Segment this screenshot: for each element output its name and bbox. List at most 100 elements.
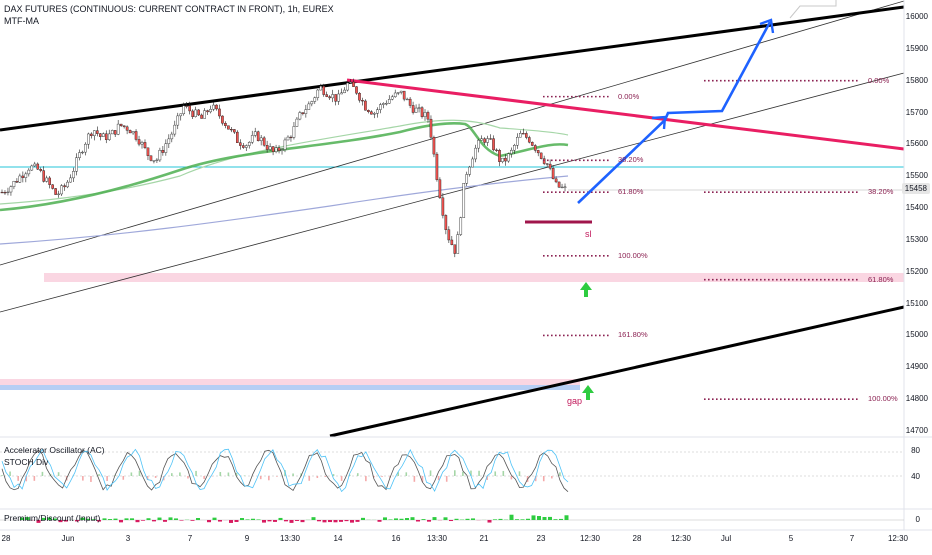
time-tick: 7 [188, 534, 192, 543]
gap-zone-top [0, 379, 580, 385]
candle-body [260, 138, 262, 141]
candle-body [463, 183, 465, 217]
candle-body [546, 164, 548, 165]
candle-body [451, 240, 453, 245]
candle-body [108, 134, 110, 140]
candle-body [212, 105, 214, 109]
candle-body [66, 182, 68, 187]
premium-bar [543, 517, 547, 520]
premium-bar [378, 520, 382, 522]
candle-body [486, 139, 488, 143]
callout-shape [790, 0, 836, 18]
candle-body [403, 91, 405, 99]
premium-bar [119, 520, 123, 522]
candle-body [349, 82, 351, 83]
candle-body [233, 129, 235, 132]
premium-title: Premium/Discount (Input) [4, 513, 100, 523]
green-up-arrow-2 [582, 385, 594, 400]
fib-label: 38.20% [868, 187, 893, 196]
fib-label: 100.00% [868, 394, 898, 403]
candle-body [263, 138, 265, 145]
candle-body [406, 99, 408, 100]
chart-title: DAX FUTURES (CONTINUOUS: CURRENT CONTRAC… [4, 4, 334, 14]
candle-body [203, 111, 205, 119]
candle-body [192, 111, 194, 117]
candle-body [433, 137, 435, 154]
candle-body [93, 131, 95, 136]
ma-lightgreen-line [0, 120, 568, 204]
candle-body [481, 139, 483, 140]
candle-body [138, 139, 140, 144]
candle-body [412, 105, 414, 112]
candle-body [299, 113, 301, 120]
candle-body [266, 145, 268, 149]
premium-bar [334, 520, 338, 522]
price-tick: 15100 [906, 299, 928, 308]
premium-bar [356, 520, 360, 522]
price-tick: 15000 [906, 330, 928, 339]
candle-body [189, 106, 191, 111]
premium-bar [383, 517, 387, 520]
candle-body [561, 187, 563, 188]
premium-bar [229, 520, 233, 523]
candle-body [132, 131, 134, 133]
candle-body [28, 170, 30, 174]
candle-body [99, 134, 101, 137]
candle-body [329, 97, 331, 98]
premium-bar [108, 519, 112, 520]
candle-body [16, 181, 18, 182]
candle-body [400, 91, 402, 92]
candle-body [352, 82, 354, 87]
candle-body [385, 103, 387, 104]
candle-body [254, 132, 256, 136]
candle-body [558, 182, 560, 187]
premium-bar [312, 517, 316, 520]
candle-body [388, 99, 390, 103]
candle-body [105, 134, 107, 140]
premium-bar [114, 519, 118, 520]
last-price-badge: 15458 [902, 183, 930, 194]
candle-body [355, 87, 357, 94]
premium-bar [537, 516, 541, 520]
candle-body [275, 148, 277, 152]
premium-bar [130, 518, 134, 520]
candle-body [427, 112, 429, 119]
premium-bar [510, 515, 514, 520]
premium-bar [565, 515, 569, 520]
candle-body [549, 164, 551, 168]
candle-body [370, 112, 372, 114]
candle-body [290, 137, 292, 138]
candle-body [475, 148, 477, 159]
time-tick: 13:30 [427, 534, 447, 543]
candle-body [251, 135, 253, 142]
candle-body [129, 130, 131, 133]
premium-bar [427, 520, 431, 522]
premium-bar [246, 519, 250, 520]
candle-body [186, 106, 188, 107]
premium-bar [295, 520, 299, 521]
price-tick: 14900 [906, 362, 928, 371]
candle-body [379, 105, 381, 110]
candle-body [78, 153, 80, 158]
premium-bar [455, 519, 459, 520]
candle-body [540, 153, 542, 159]
premium-bar [493, 519, 497, 520]
premium-tick-0: 0 [916, 515, 920, 524]
price-tick: 15500 [906, 171, 928, 180]
premium-bar [213, 518, 217, 520]
price-tick: 15700 [906, 108, 928, 117]
candle-body [343, 90, 345, 93]
candle-body [180, 114, 182, 116]
time-tick: 13:30 [280, 534, 300, 543]
candle-body [311, 101, 313, 103]
candle-body [52, 185, 54, 189]
candle-body [341, 93, 343, 94]
time-tick: 23 [537, 534, 546, 543]
candle-body [364, 101, 366, 110]
candle-body [177, 116, 179, 125]
premium-bar [389, 519, 393, 520]
candle-body [58, 194, 60, 195]
premium-bar [405, 518, 409, 520]
